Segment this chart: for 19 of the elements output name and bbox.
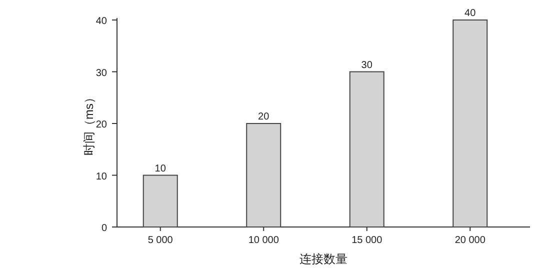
data-label: 20 <box>258 112 270 122</box>
x-axis-title: 连接数量 <box>300 252 348 266</box>
y-tick-label: 0 <box>101 223 108 234</box>
data-label: 10 <box>154 163 166 174</box>
data-label: 40 <box>464 8 476 19</box>
x-tick-label: 5 000 <box>148 235 174 246</box>
y-tick-label: 20 <box>96 120 108 130</box>
y-tick-label: 30 <box>96 68 108 79</box>
bar <box>142 174 178 228</box>
bar <box>452 20 488 228</box>
data-label: 30 <box>361 60 373 71</box>
y-axis-title: 时间（ms） <box>82 92 96 156</box>
x-tick-label: 20 000 <box>454 235 486 246</box>
x-tick-label: 10 000 <box>248 235 280 246</box>
x-tick-label: 15 000 <box>352 235 383 246</box>
bar <box>349 71 384 228</box>
bar <box>246 123 282 228</box>
y-tick-label: 10 <box>96 171 108 182</box>
y-tick-label: 40 <box>96 16 108 27</box>
